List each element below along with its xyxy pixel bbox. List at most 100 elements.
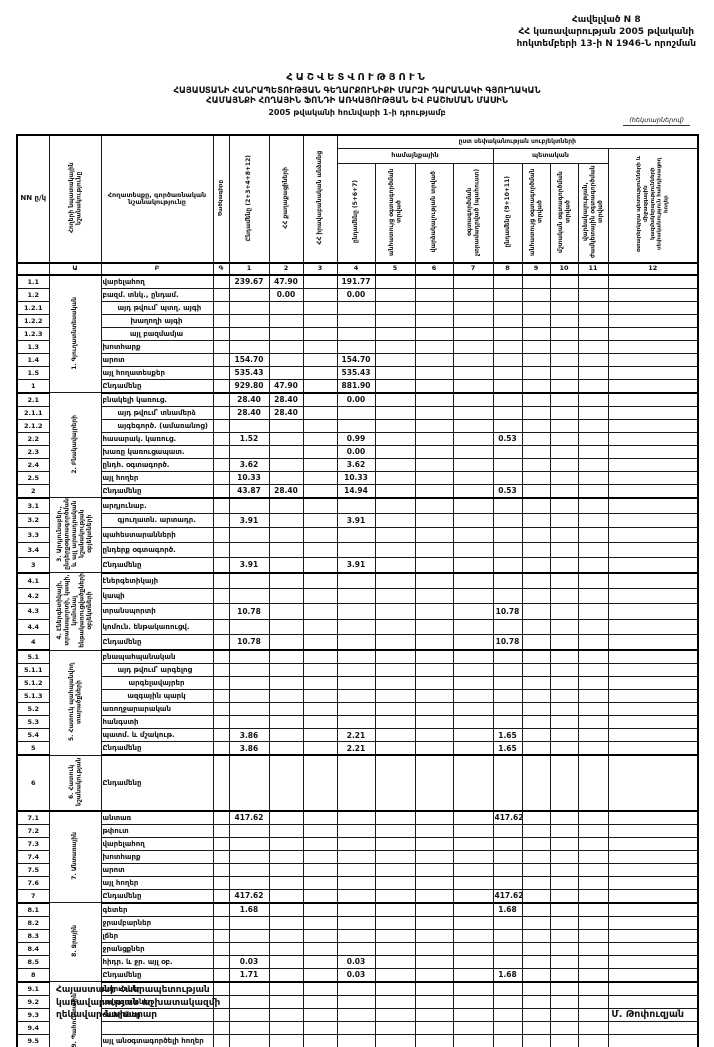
value-cell	[268, 967, 304, 983]
value-cell	[336, 754, 376, 812]
value-cell	[228, 300, 270, 315]
value-cell	[607, 689, 699, 704]
value-cell	[336, 689, 376, 704]
value-cell	[492, 849, 523, 864]
value-cell	[302, 497, 338, 514]
value-cell	[577, 470, 609, 485]
value-cell	[521, 431, 551, 446]
value-cell	[521, 300, 551, 315]
row-label: այդ թվում՝ պտղ. այգի	[100, 300, 214, 315]
value-cell	[492, 527, 523, 544]
table-row: 7.4 խոտհարք	[16, 849, 699, 864]
value-cell	[268, 849, 304, 864]
value-cell	[577, 810, 609, 825]
row-classifier-code	[212, 542, 230, 558]
value-cell	[228, 444, 270, 459]
table-row: 9.1 9. Պահուստային աղուտներ	[16, 981, 699, 1047]
value-cell	[414, 352, 454, 367]
value-cell	[577, 326, 609, 341]
value-cell: 10.78	[228, 603, 270, 620]
value-cell	[452, 862, 494, 877]
col-header-community-leased: վարձակալության տրված	[414, 162, 454, 264]
footer-line-2: կառավարության աշխատակազմի	[56, 997, 221, 1008]
row-classifier-code	[212, 587, 230, 605]
value-cell	[452, 941, 494, 956]
value-cell	[414, 497, 454, 514]
value-cell	[577, 483, 609, 499]
value-cell	[521, 392, 551, 407]
row-label	[100, 1020, 214, 1035]
value-cell	[607, 556, 699, 574]
value-cell	[452, 512, 494, 529]
row-label: անտառ	[100, 810, 214, 825]
value-cell	[414, 431, 454, 446]
value-cell	[336, 888, 376, 904]
row-classifier-code	[212, 352, 230, 367]
value-cell	[414, 1020, 454, 1035]
value-cell	[302, 967, 338, 983]
value-cell	[521, 849, 551, 864]
value-cell	[302, 483, 338, 499]
value-cell	[577, 754, 609, 812]
value-cell	[268, 352, 304, 367]
value-cell	[521, 702, 551, 717]
value-cell	[374, 649, 416, 665]
value-cell	[414, 715, 454, 730]
row-classifier-code	[212, 649, 230, 665]
value-cell	[607, 823, 699, 838]
col-header-citizens: ՀՀ քաղաքացիների	[268, 134, 304, 264]
value-cell	[549, 902, 579, 917]
value-cell	[414, 915, 454, 930]
value-cell	[302, 431, 338, 446]
table-row: 4.4 կոմուն. ենթակառուցվ.	[16, 618, 699, 635]
value-cell: 0.00	[336, 392, 376, 407]
value-cell	[492, 663, 523, 678]
value-cell	[452, 378, 494, 394]
value-cell	[374, 823, 416, 838]
value-cell	[374, 431, 416, 446]
value-cell	[607, 915, 699, 930]
value-cell	[577, 572, 609, 589]
value-cell	[336, 702, 376, 717]
value-cell	[374, 457, 416, 472]
value-cell	[492, 378, 523, 394]
value-cell	[607, 512, 699, 529]
row-classifier-code	[212, 470, 230, 485]
col-number: 7	[452, 261, 494, 276]
value-cell: 10.78	[492, 603, 523, 620]
table-row: 9.3 ճահիճներ	[16, 1007, 699, 1022]
value-cell	[268, 512, 304, 529]
row-label: Ընդամենը	[100, 378, 214, 394]
row-code: 3.3	[16, 527, 50, 544]
row-classifier-code	[212, 365, 230, 380]
row-label: այլ հողեր	[100, 470, 214, 485]
value-cell	[452, 728, 494, 743]
value-cell	[414, 810, 454, 825]
row-label: վարելահող	[100, 274, 214, 289]
value-cell	[521, 810, 551, 825]
value-cell	[492, 954, 523, 969]
value-cell: 239.67	[228, 274, 270, 289]
value-cell	[577, 365, 609, 380]
value-cell	[549, 457, 579, 472]
value-cell	[607, 618, 699, 635]
col-number: 5	[374, 261, 416, 276]
value-cell: 417.62	[492, 810, 523, 825]
value-cell: 3.86	[228, 728, 270, 743]
value-cell	[336, 542, 376, 558]
value-cell	[521, 888, 551, 904]
value-cell	[414, 300, 454, 315]
table-row: 2.3 խառը կառուցապատ. 0.00	[16, 444, 699, 459]
value-cell	[452, 1033, 494, 1047]
value-cell	[549, 287, 579, 302]
value-cell	[607, 274, 699, 289]
value-cell	[521, 928, 551, 943]
value-cell: 1.52	[228, 431, 270, 446]
value-cell	[268, 888, 304, 904]
row-label: Ընդամենը	[100, 741, 214, 757]
row-code: 2.5	[16, 470, 50, 485]
row-label: հիդր. և ջր. այլ օբ.	[100, 954, 214, 969]
value-cell	[336, 418, 376, 433]
value-cell	[549, 702, 579, 717]
